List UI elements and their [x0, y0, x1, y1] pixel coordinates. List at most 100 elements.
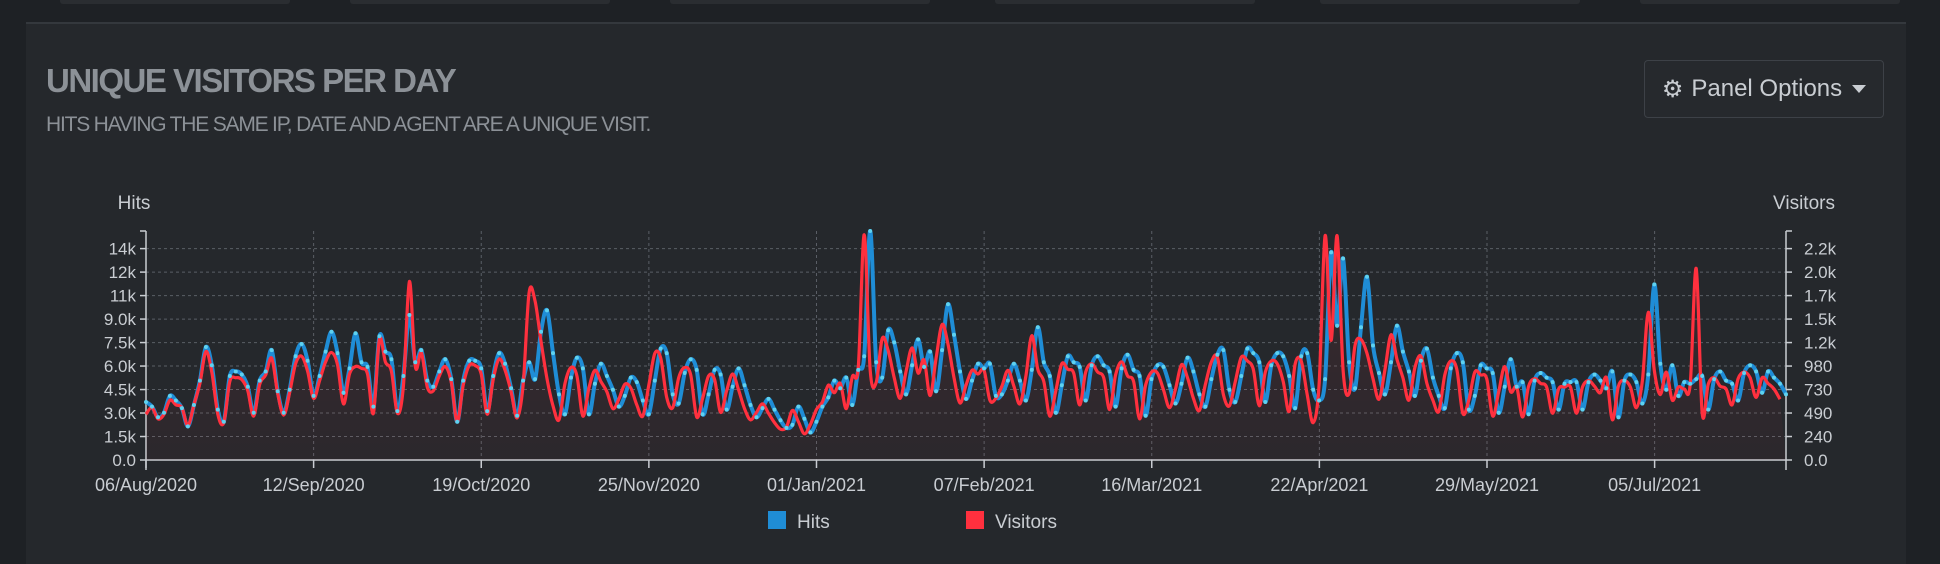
- hits-point: [850, 403, 855, 407]
- hits-point: [245, 384, 250, 389]
- hits-point: [658, 346, 663, 351]
- hits-point: [1694, 377, 1699, 382]
- hits-point: [215, 407, 220, 412]
- hits-point: [1556, 407, 1561, 412]
- hits-point: [1778, 381, 1782, 386]
- hits-point: [269, 348, 274, 353]
- hits-point: [616, 404, 621, 409]
- hits-point: [1197, 392, 1202, 397]
- y-right-tick-label: 1.5k: [1804, 310, 1837, 329]
- hits-point: [233, 369, 238, 374]
- panel-options-button[interactable]: ⚙ Panel Options: [1644, 60, 1884, 118]
- hits-point: [706, 392, 711, 397]
- y-left-tick-label: 4.5k: [104, 381, 137, 400]
- hits-point: [580, 366, 585, 371]
- y-left-tick-label: 7.5k: [104, 334, 137, 353]
- hits-point: [1149, 377, 1154, 382]
- hits-point: [1724, 378, 1729, 383]
- hits-point: [156, 415, 160, 420]
- hits-point: [1424, 346, 1429, 351]
- hits-point: [1263, 400, 1268, 404]
- hits-point: [1436, 393, 1441, 398]
- hits-point: [1365, 274, 1369, 279]
- hits-point: [1628, 372, 1633, 377]
- hits-point: [197, 378, 202, 383]
- hits-point: [1257, 360, 1262, 365]
- hits-point: [778, 418, 783, 423]
- y-left-tick-label: 14k: [109, 240, 137, 259]
- hits-point: [1592, 372, 1597, 377]
- hits-point: [1347, 360, 1352, 365]
- hits-point: [1083, 398, 1088, 403]
- hits-point: [694, 367, 699, 372]
- hits-point: [1113, 404, 1118, 409]
- hits-point: [1484, 366, 1489, 371]
- y-right-tick-label: 2.2k: [1804, 240, 1837, 259]
- hits-point: [563, 412, 567, 417]
- hits-point: [880, 375, 885, 380]
- hits-point: [646, 412, 651, 417]
- x-tick-label: 16/Mar/2021: [1101, 475, 1202, 495]
- x-tick-label: 29/May/2021: [1435, 475, 1539, 495]
- hits-point: [856, 367, 861, 372]
- hits-point: [1269, 363, 1274, 368]
- hits-point: [185, 424, 190, 429]
- y-right-tick-label: 980: [1804, 357, 1832, 376]
- hits-point: [1640, 401, 1645, 406]
- hits-point: [886, 328, 891, 333]
- hits-point: [1185, 355, 1190, 360]
- hits-point: [748, 403, 753, 407]
- hits-point: [1754, 369, 1759, 374]
- y-left-tick-label: 12k: [109, 263, 137, 282]
- hits-point: [1508, 357, 1513, 362]
- y-right-tick-label: 490: [1804, 404, 1832, 423]
- hits-point: [736, 366, 741, 371]
- legend-visitors-label: Visitors: [995, 512, 1057, 533]
- hits-point: [1305, 351, 1310, 356]
- hits-point: [1538, 371, 1543, 375]
- y-right-tick-label: 730: [1804, 381, 1832, 400]
- hits-point: [688, 357, 693, 362]
- hits-point: [527, 360, 532, 365]
- hits-point: [1610, 369, 1615, 374]
- hits-point: [1221, 348, 1226, 353]
- hits-point: [557, 392, 561, 397]
- hits-point: [1616, 415, 1621, 420]
- hits-point: [1071, 360, 1076, 365]
- hits-point: [1634, 380, 1639, 385]
- hits-point: [1293, 406, 1298, 411]
- hits-point: [144, 400, 148, 404]
- hits-point: [162, 410, 166, 415]
- hits-point: [802, 416, 807, 421]
- hits-point: [964, 396, 968, 401]
- hits-point: [293, 354, 298, 359]
- hits-point: [1065, 354, 1070, 359]
- hits-point: [592, 381, 597, 386]
- hits-point: [1478, 363, 1483, 368]
- y-right-tick-label: 1.7k: [1804, 287, 1837, 306]
- hits-point: [1095, 354, 1100, 359]
- hits-point: [1383, 392, 1387, 397]
- hits-point: [509, 386, 514, 391]
- hits-point: [952, 332, 956, 337]
- hits-point: [1586, 380, 1591, 385]
- hits-point: [371, 404, 376, 409]
- hits-point: [221, 419, 226, 424]
- hits-point: [1215, 352, 1220, 357]
- chart-marks: [144, 228, 1788, 460]
- chart-grid: [146, 231, 1786, 460]
- hits-point: [844, 375, 849, 380]
- hits-point: [862, 354, 867, 359]
- hits-point: [569, 375, 573, 380]
- hits-point: [167, 393, 172, 398]
- hits-point: [970, 378, 974, 383]
- hits-point: [1700, 374, 1705, 378]
- hits-point: [1568, 380, 1573, 385]
- hits-point: [1622, 378, 1627, 383]
- chart-panel: [26, 22, 1906, 564]
- hits-point: [1287, 374, 1292, 378]
- x-tick-label: 19/Oct/2020: [432, 475, 530, 495]
- hits-point: [1658, 361, 1663, 366]
- legend-hits-label: Hits: [797, 512, 830, 533]
- hits-point: [1209, 377, 1214, 382]
